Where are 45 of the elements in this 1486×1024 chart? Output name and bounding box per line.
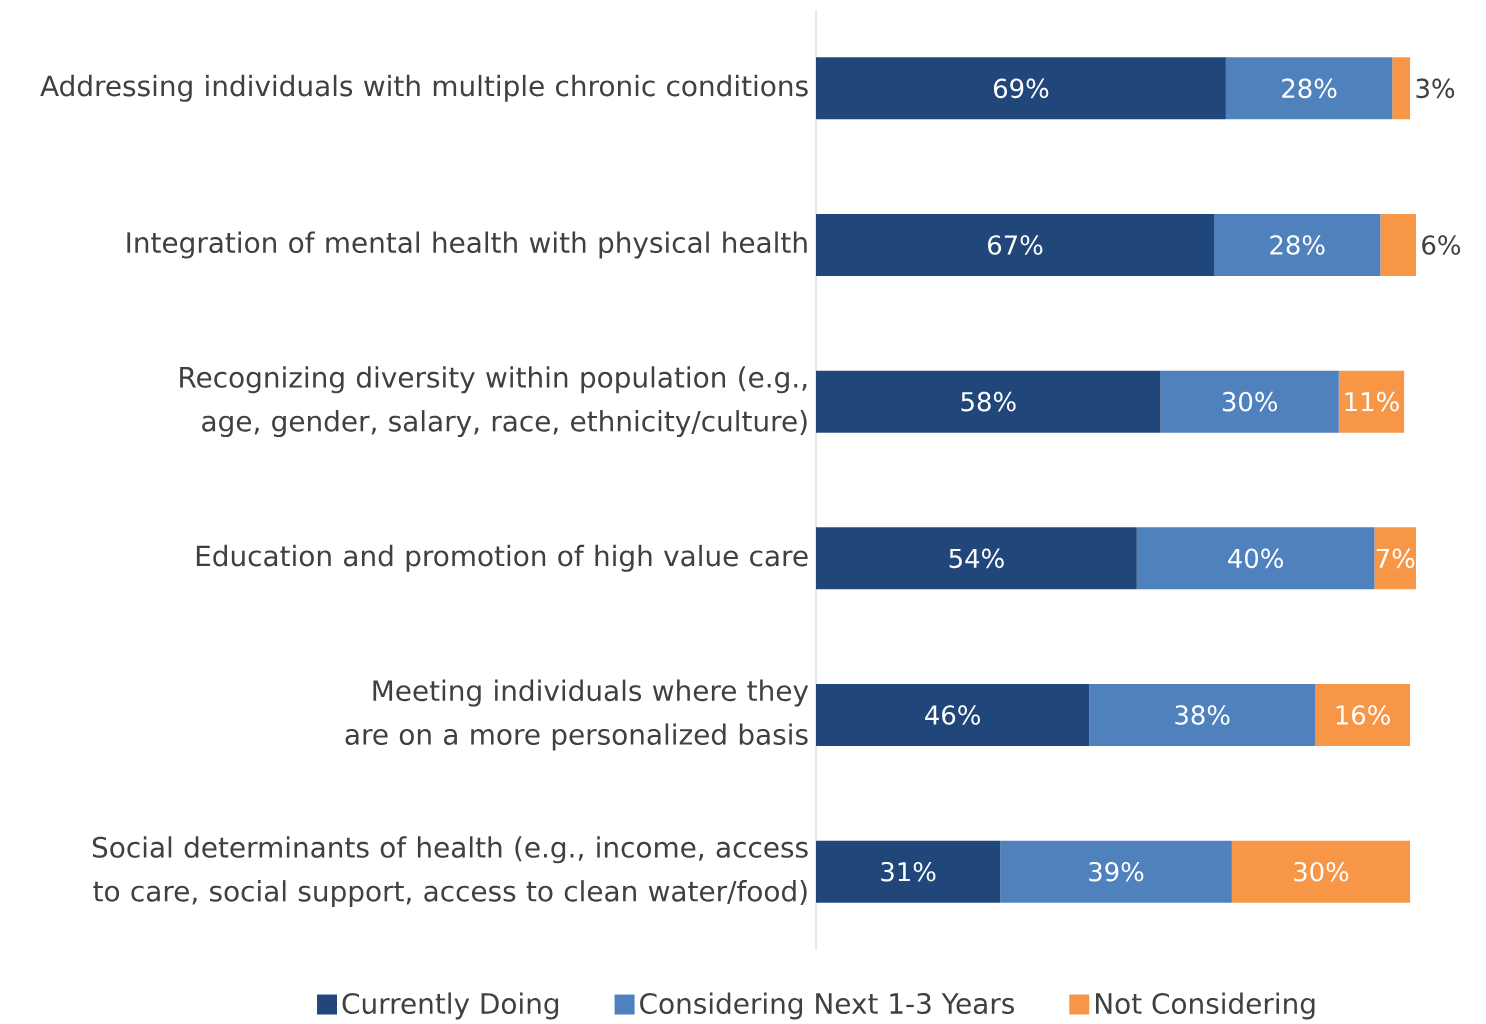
data-label: 16% xyxy=(1336,705,1390,725)
data-label: 7% xyxy=(1376,548,1415,569)
legend-label: Not Considering xyxy=(1096,992,1315,1020)
y-tick-label: Integration of mental health with physical health xyxy=(127,231,807,259)
data-label: 39% xyxy=(1089,861,1144,882)
data-label: 30% xyxy=(1222,391,1278,412)
bar xyxy=(1315,684,1411,747)
data-label: 31% xyxy=(881,861,936,882)
bar xyxy=(1338,370,1405,433)
bar xyxy=(1136,527,1375,590)
data-label: 6% xyxy=(1422,235,1461,255)
bar xyxy=(1374,527,1417,590)
bar xyxy=(1160,370,1339,433)
bar xyxy=(816,527,1137,590)
data-label: 67% xyxy=(988,235,1043,255)
data-label: 3% xyxy=(1416,78,1455,99)
bar xyxy=(1380,214,1417,276)
bar xyxy=(1000,840,1232,903)
data-label: 69% xyxy=(993,78,1049,99)
data-label: 40% xyxy=(1228,548,1283,569)
data-label: 46% xyxy=(925,705,980,725)
y-tick-label: Social determinants of health (e.g., income, access to care, social support, access to clean water/food) xyxy=(92,836,808,908)
data-label: 11% xyxy=(1345,391,1399,412)
y-tick-label: Education and promotion of high value care xyxy=(196,544,808,572)
data-label: 28% xyxy=(1270,235,1325,255)
bar xyxy=(1089,684,1316,747)
data-label: 54% xyxy=(949,548,1004,569)
y-tick-label: Addressing individuals with multiple chronic conditions xyxy=(40,74,808,102)
bar xyxy=(816,214,1215,276)
y-tick-label: Meeting individuals where they are on a more personalized basis xyxy=(345,679,809,751)
bar xyxy=(816,57,1226,120)
legend-label: Currently Doing xyxy=(342,992,559,1020)
y-tick-label: Recognizing diversity within population (e.g., age, gender, salary, race, ethnicity/culture) xyxy=(180,366,807,438)
bar xyxy=(816,370,1161,433)
data-label: 28% xyxy=(1282,78,1337,99)
legend-label: Considering Next 1-3 Years xyxy=(640,992,1014,1020)
bar xyxy=(1231,840,1411,903)
data-label: 38% xyxy=(1175,705,1230,725)
data-label: 30% xyxy=(1294,861,1349,882)
data-label: 58% xyxy=(961,391,1016,412)
bar xyxy=(1214,214,1381,276)
bar xyxy=(1392,57,1411,120)
bar xyxy=(816,840,1001,903)
bar xyxy=(1225,57,1393,120)
bar xyxy=(816,684,1090,747)
